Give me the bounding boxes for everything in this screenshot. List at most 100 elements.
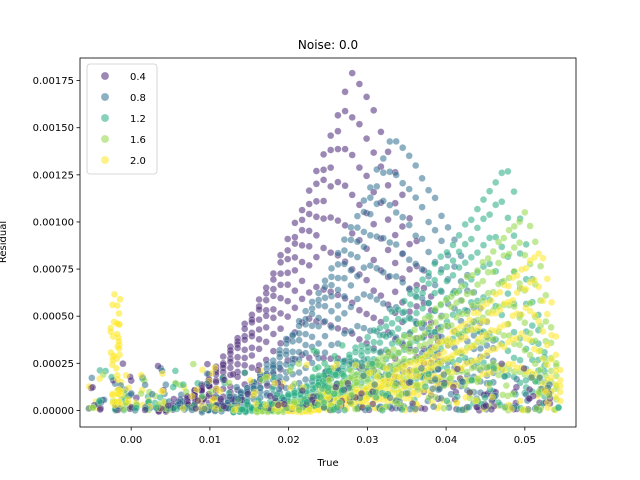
data-point xyxy=(431,276,439,284)
data-point xyxy=(96,405,104,414)
data-point xyxy=(255,315,263,324)
data-point xyxy=(334,274,342,282)
data-point xyxy=(291,239,299,248)
data-point xyxy=(332,383,340,391)
x-axis-ticks: 0.00 0.01 0.02 0.03 0.04 0.05 xyxy=(120,427,536,446)
data-point xyxy=(421,383,430,391)
data-point xyxy=(406,315,415,323)
data-point xyxy=(520,364,528,373)
data-point xyxy=(373,182,381,191)
data-point xyxy=(513,288,521,297)
data-point xyxy=(347,266,355,274)
data-point xyxy=(291,253,299,262)
data-point xyxy=(233,353,242,361)
data-point xyxy=(203,379,211,388)
data-point xyxy=(370,106,378,114)
data-point xyxy=(474,324,482,332)
data-point xyxy=(379,234,387,242)
data-point xyxy=(312,283,321,291)
data-point xyxy=(305,242,313,250)
data-point xyxy=(351,405,360,413)
annotation-point xyxy=(319,377,327,385)
data-point xyxy=(96,375,104,383)
data-point xyxy=(466,316,474,324)
data-point xyxy=(502,381,510,390)
data-point xyxy=(370,326,378,335)
data-point xyxy=(308,333,316,341)
data-point xyxy=(556,397,564,405)
data-point xyxy=(394,315,402,323)
data-point xyxy=(207,388,216,396)
data-point xyxy=(248,332,256,340)
data-point xyxy=(400,316,408,325)
legend-label: 2.0 xyxy=(130,156,146,167)
data-point xyxy=(485,210,494,219)
data-point xyxy=(458,406,467,414)
data-point xyxy=(498,169,506,177)
data-point xyxy=(355,201,364,209)
data-point xyxy=(312,180,321,188)
data-point xyxy=(498,360,506,368)
data-point xyxy=(513,375,521,383)
data-point xyxy=(340,274,349,282)
data-point xyxy=(379,268,387,276)
data-point xyxy=(418,276,427,284)
data-point xyxy=(321,283,329,291)
data-point xyxy=(276,364,284,372)
data-point xyxy=(355,335,364,344)
legend-marker xyxy=(100,71,110,81)
data-point xyxy=(488,393,496,401)
data-point xyxy=(298,241,306,250)
data-point xyxy=(360,324,368,332)
data-point xyxy=(379,197,387,205)
data-point xyxy=(405,214,414,222)
legend-label: 0.4 xyxy=(130,72,146,83)
data-point xyxy=(213,385,221,393)
data-point xyxy=(276,294,285,302)
data-point xyxy=(360,243,368,251)
data-point xyxy=(461,220,469,229)
data-point xyxy=(241,336,249,344)
data-point xyxy=(327,323,336,331)
data-point xyxy=(305,288,313,297)
data-point xyxy=(255,345,263,353)
data-point xyxy=(360,208,368,216)
data-point xyxy=(124,396,132,404)
data-point xyxy=(474,309,482,317)
data-point xyxy=(406,289,415,298)
data-point xyxy=(262,289,270,297)
data-point xyxy=(431,194,439,202)
data-point xyxy=(355,120,364,128)
data-point xyxy=(403,389,411,398)
data-point xyxy=(334,301,342,310)
data-point xyxy=(370,148,378,157)
data-point xyxy=(263,381,271,390)
annotation-point xyxy=(108,301,117,309)
data-point xyxy=(455,248,463,256)
data-point xyxy=(238,405,246,414)
annotation-point xyxy=(309,373,317,381)
legend-label: 1.6 xyxy=(130,135,146,146)
data-point xyxy=(269,292,278,300)
data-point xyxy=(379,299,387,308)
data-point xyxy=(301,330,310,338)
data-point xyxy=(254,366,262,374)
data-point xyxy=(531,238,539,246)
data-point xyxy=(358,362,366,370)
data-point xyxy=(291,287,299,295)
data-point xyxy=(388,329,396,337)
data-point xyxy=(305,186,313,195)
data-point xyxy=(547,298,556,306)
data-point xyxy=(301,307,310,315)
data-point xyxy=(212,378,220,386)
data-point xyxy=(539,254,547,262)
annotation-point xyxy=(320,398,328,407)
data-point xyxy=(269,285,278,293)
data-point xyxy=(341,88,349,96)
data-point xyxy=(225,392,234,401)
data-point xyxy=(392,208,400,217)
data-point xyxy=(406,378,415,386)
data-point xyxy=(348,69,356,77)
data-point xyxy=(366,369,374,377)
data-point xyxy=(437,253,445,261)
